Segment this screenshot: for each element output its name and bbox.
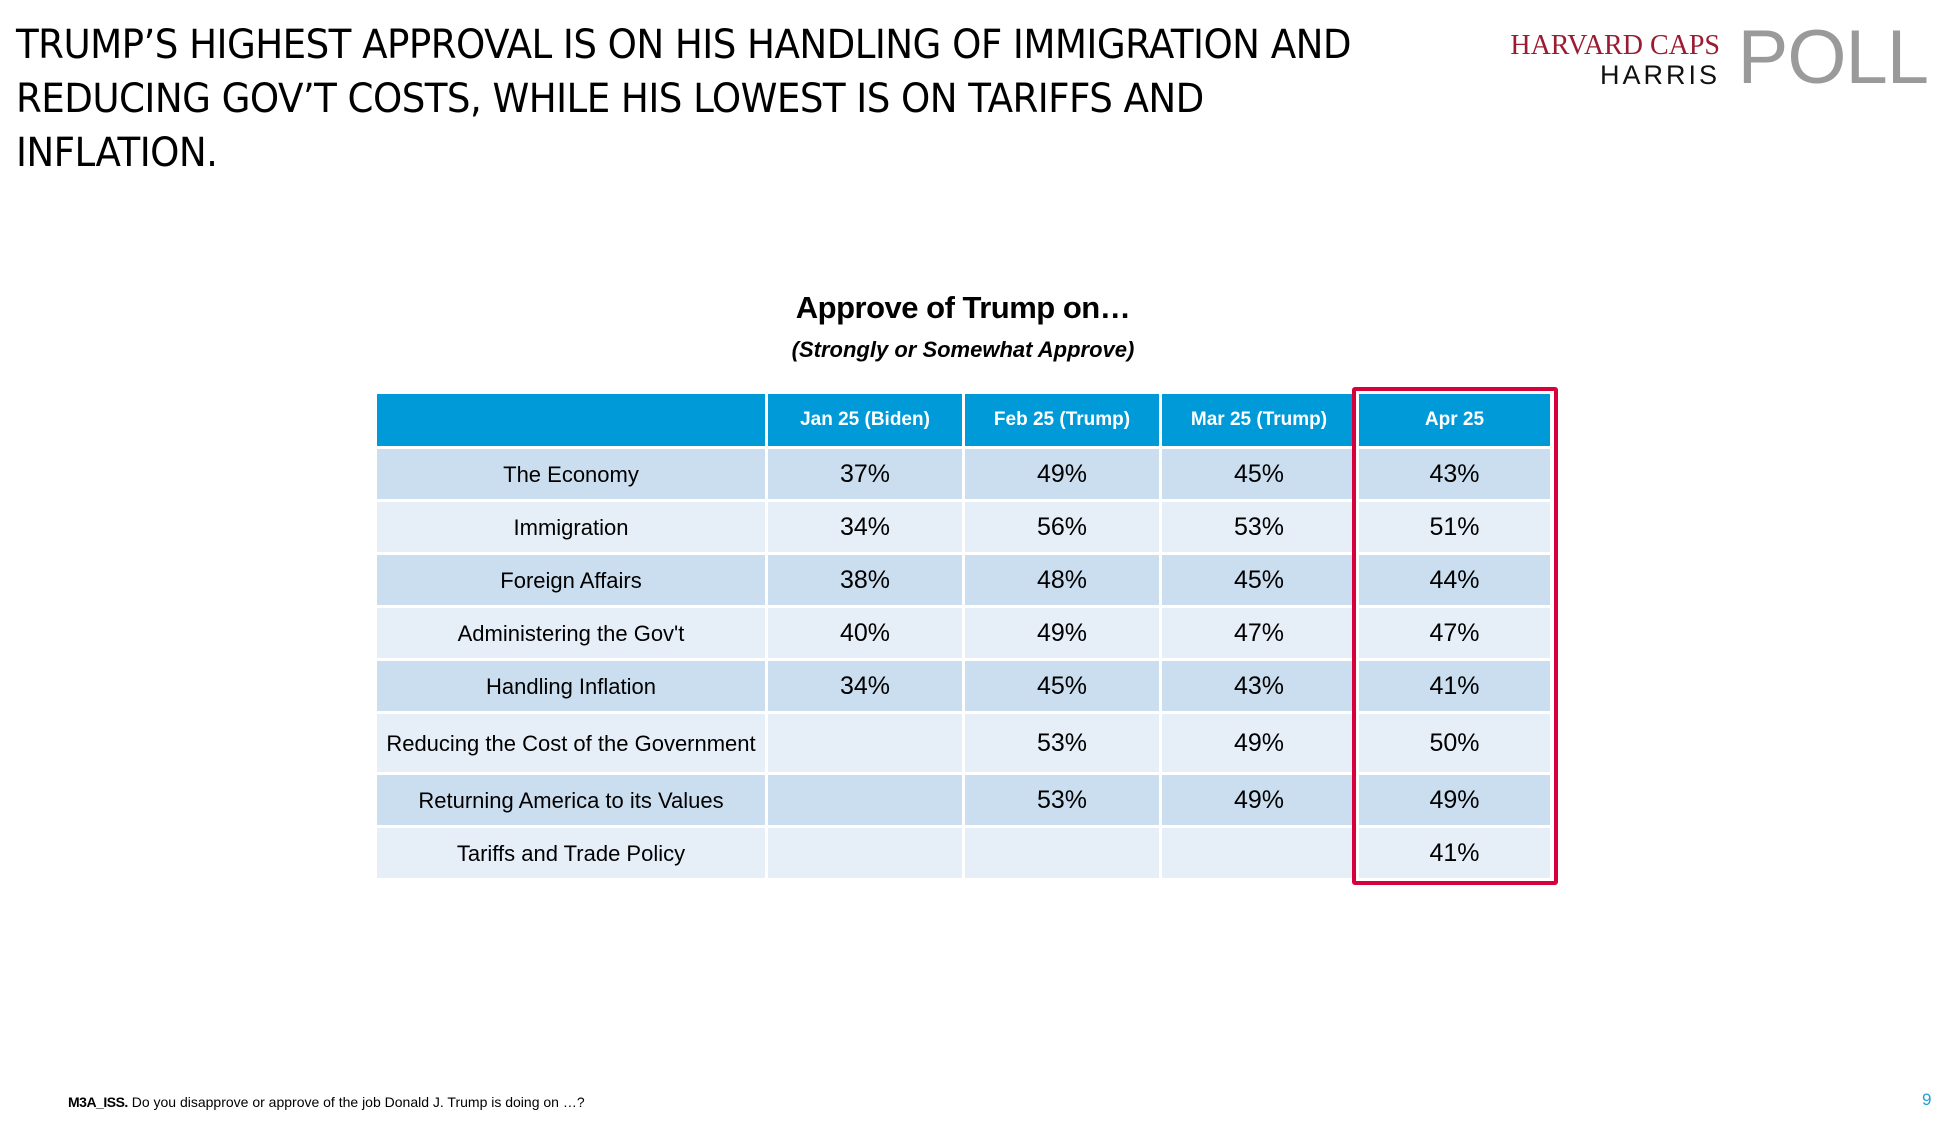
header-cell: Feb 25 (Trump) — [962, 391, 1162, 449]
value-cell: 34% — [765, 658, 965, 714]
value-cell: 45% — [962, 658, 1162, 714]
question-code: M3A_ISS. — [68, 1094, 128, 1110]
header-cell: Jan 25 (Biden) — [765, 391, 965, 449]
value-cell — [1159, 825, 1359, 881]
table-row: Tariffs and Trade Policy 41% — [374, 825, 1553, 881]
value-cell: 53% — [962, 711, 1162, 775]
value-cell: 47% — [1356, 605, 1553, 661]
row-label: Administering the Gov't — [374, 605, 768, 661]
row-label: The Economy — [374, 446, 768, 502]
value-cell — [765, 711, 965, 775]
question-footnote: M3A_ISS. Do you disapprove or approve of… — [68, 1094, 585, 1110]
value-cell: 53% — [1159, 499, 1359, 555]
value-cell: 48% — [962, 552, 1162, 608]
value-cell: 49% — [1159, 772, 1359, 828]
table-row: Administering the Gov't 40% 49% 47% 47% — [374, 605, 1553, 661]
question-text: Do you disapprove or approve of the job … — [127, 1094, 585, 1110]
value-cell: 45% — [1159, 446, 1359, 502]
value-cell: 45% — [1159, 552, 1359, 608]
value-cell: 47% — [1159, 605, 1359, 661]
table-body: The Economy 37% 49% 45% 43% Immigration 34% 56%… — [374, 446, 1553, 881]
value-cell: 38% — [765, 552, 965, 608]
value-cell: 34% — [765, 499, 965, 555]
logo-poll-wordmark: POLL — [1737, 15, 1929, 100]
value-cell — [962, 825, 1162, 881]
approval-table-container: Jan 25 (Biden) Feb 25 (Trump) Mar 25 (Trum… — [374, 391, 1553, 881]
page-number: 9 — [1922, 1090, 1932, 1109]
value-cell — [765, 825, 965, 881]
table-subtitle: (Strongly or Somewhat Approve) — [791, 337, 1135, 362]
table-header-row: Jan 25 (Biden) Feb 25 (Trump) Mar 25 (Trum… — [374, 391, 1553, 449]
value-cell: 51% — [1356, 499, 1553, 555]
row-label: Returning America to its Values — [374, 772, 768, 828]
value-cell: 40% — [765, 605, 965, 661]
table-row: Foreign Affairs 38% 48% 45% 44% — [374, 552, 1553, 608]
value-cell: 37% — [765, 446, 965, 502]
table-row: Handling Inflation 34% 45% 43% 41% — [374, 658, 1553, 714]
row-label: Immigration — [374, 499, 768, 555]
value-cell: 41% — [1356, 658, 1553, 714]
value-cell: 50% — [1356, 711, 1553, 775]
row-label: Reducing the Cost of the Government — [374, 711, 768, 775]
table-row: The Economy 37% 49% 45% 43% — [374, 446, 1553, 502]
logo-line-harris: HARRIS — [1599, 60, 1720, 90]
slide-headline: TRUMP’S HIGHEST APPROVAL IS ON HIS HANDL… — [16, 22, 1352, 176]
value-cell: 43% — [1159, 658, 1359, 714]
header-cell: Apr 25 — [1356, 391, 1553, 449]
header-cell: Mar 25 (Trump) — [1159, 391, 1359, 449]
value-cell: 49% — [962, 605, 1162, 661]
harvard-caps-harris-poll-logo: HARVARD CAPS HARRIS POLL — [1510, 20, 1938, 96]
table-title: Approve of Trump on… — [795, 290, 1131, 325]
value-cell: 43% — [1356, 446, 1553, 502]
approval-table: Jan 25 (Biden) Feb 25 (Trump) Mar 25 (Trum… — [374, 391, 1553, 881]
value-cell: 53% — [962, 772, 1162, 828]
value-cell: 49% — [1356, 772, 1553, 828]
value-cell — [765, 772, 965, 828]
table-row: Immigration 34% 56% 53% 51% — [374, 499, 1553, 555]
row-label: Tariffs and Trade Policy — [374, 825, 768, 881]
row-label: Foreign Affairs — [374, 552, 768, 608]
table-row: Returning America to its Values 53% 49% 49% — [374, 772, 1553, 828]
logo-line-harvard-caps: HARVARD CAPS — [1510, 30, 1720, 61]
value-cell: 56% — [962, 499, 1162, 555]
row-label: Handling Inflation — [374, 658, 768, 714]
value-cell: 44% — [1356, 552, 1553, 608]
value-cell: 41% — [1356, 825, 1553, 881]
value-cell: 49% — [962, 446, 1162, 502]
value-cell: 49% — [1159, 711, 1359, 775]
header-cell-blank — [374, 391, 768, 449]
table-row: Reducing the Cost of the Government 53% 49… — [374, 711, 1553, 775]
